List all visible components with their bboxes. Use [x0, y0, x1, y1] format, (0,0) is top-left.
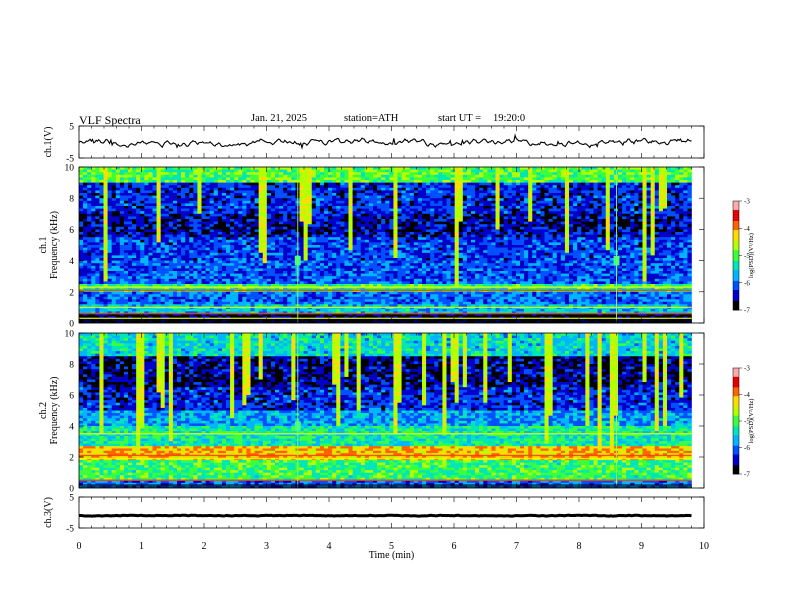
- y-tick-label: 4: [69, 423, 74, 433]
- station-label: station=ATH: [344, 113, 399, 124]
- spectrogram-ch2: [79, 333, 692, 489]
- y-tick-label: 5: [69, 123, 74, 133]
- start-ut-label: start UT =: [438, 113, 482, 124]
- colorbar-tick-label: -7: [744, 471, 750, 479]
- x-tick-label: 6: [452, 541, 457, 552]
- y-tick-label: 10: [65, 164, 75, 174]
- x-tick-label: 7: [514, 541, 519, 552]
- waveform-ch3: [78, 513, 692, 518]
- colorbar-ch1: [732, 200, 742, 311]
- colorbar-tick-label: -3: [744, 198, 750, 206]
- y-tick-label: 0: [69, 320, 74, 330]
- y-tick-label: 6: [69, 226, 74, 236]
- y-axis-label-frequency: Frequency (kHz): [49, 376, 60, 444]
- y-tick-label: 8: [69, 361, 74, 371]
- y-tick-label: -5: [66, 155, 74, 165]
- y-tick-label: 4: [69, 257, 74, 267]
- colorbar-tick-label: -5: [744, 418, 750, 426]
- waveform-ch1: [78, 133, 692, 150]
- y-axis-label: ch.2: [38, 402, 49, 419]
- x-tick-label: 2: [202, 541, 207, 552]
- x-tick-label: 5: [389, 541, 394, 552]
- y-axis-label: ch.1: [38, 237, 49, 254]
- y-tick-label: 5: [69, 494, 74, 504]
- y-tick-label: 6: [69, 392, 74, 402]
- y-tick-label: 8: [69, 195, 74, 205]
- colorbar-tick-label: -5: [744, 252, 750, 260]
- y-tick-label: 2: [69, 454, 74, 464]
- start-time-label: 19:20:0: [493, 113, 526, 124]
- x-tick-label: 9: [639, 541, 644, 552]
- y-axis-label-frequency: Frequency (kHz): [49, 211, 60, 279]
- x-tick-label: 4: [327, 541, 332, 552]
- colorbar-tick-label: -4: [744, 225, 750, 233]
- spectrogram-ch1: [79, 167, 692, 324]
- colorbar-label: log(PSD)(V²/Hz): [748, 399, 755, 444]
- y-tick-label: 0: [69, 485, 74, 495]
- colorbar-ch2: [732, 367, 742, 475]
- y-axis-label: ch.1(V): [43, 127, 54, 158]
- x-tick-label: 10: [699, 541, 709, 552]
- colorbar-tick-label: -6: [744, 444, 750, 452]
- x-tick-label: 0: [77, 541, 82, 552]
- colorbar-tick-label: -6: [744, 279, 750, 287]
- y-tick-label: -5: [66, 525, 74, 535]
- y-tick-label: 2: [69, 288, 74, 298]
- x-tick-label: 8: [577, 541, 582, 552]
- x-tick-label: 3: [264, 541, 269, 552]
- y-axis-label: ch.3(V): [43, 497, 54, 528]
- colorbar-tick-label: -4: [744, 391, 750, 399]
- y-tick-label: 10: [65, 330, 75, 340]
- date-label: Jan. 21, 2025: [251, 113, 307, 124]
- colorbar-tick-label: -3: [744, 365, 750, 373]
- x-axis-label: Time (min): [369, 550, 414, 561]
- x-tick-label: 1: [139, 541, 144, 552]
- colorbar-tick-label: -7: [744, 307, 750, 315]
- figure-title: VLF Spectra: [79, 113, 141, 127]
- colorbar-label: log(PSD)(V²/Hz): [748, 233, 755, 278]
